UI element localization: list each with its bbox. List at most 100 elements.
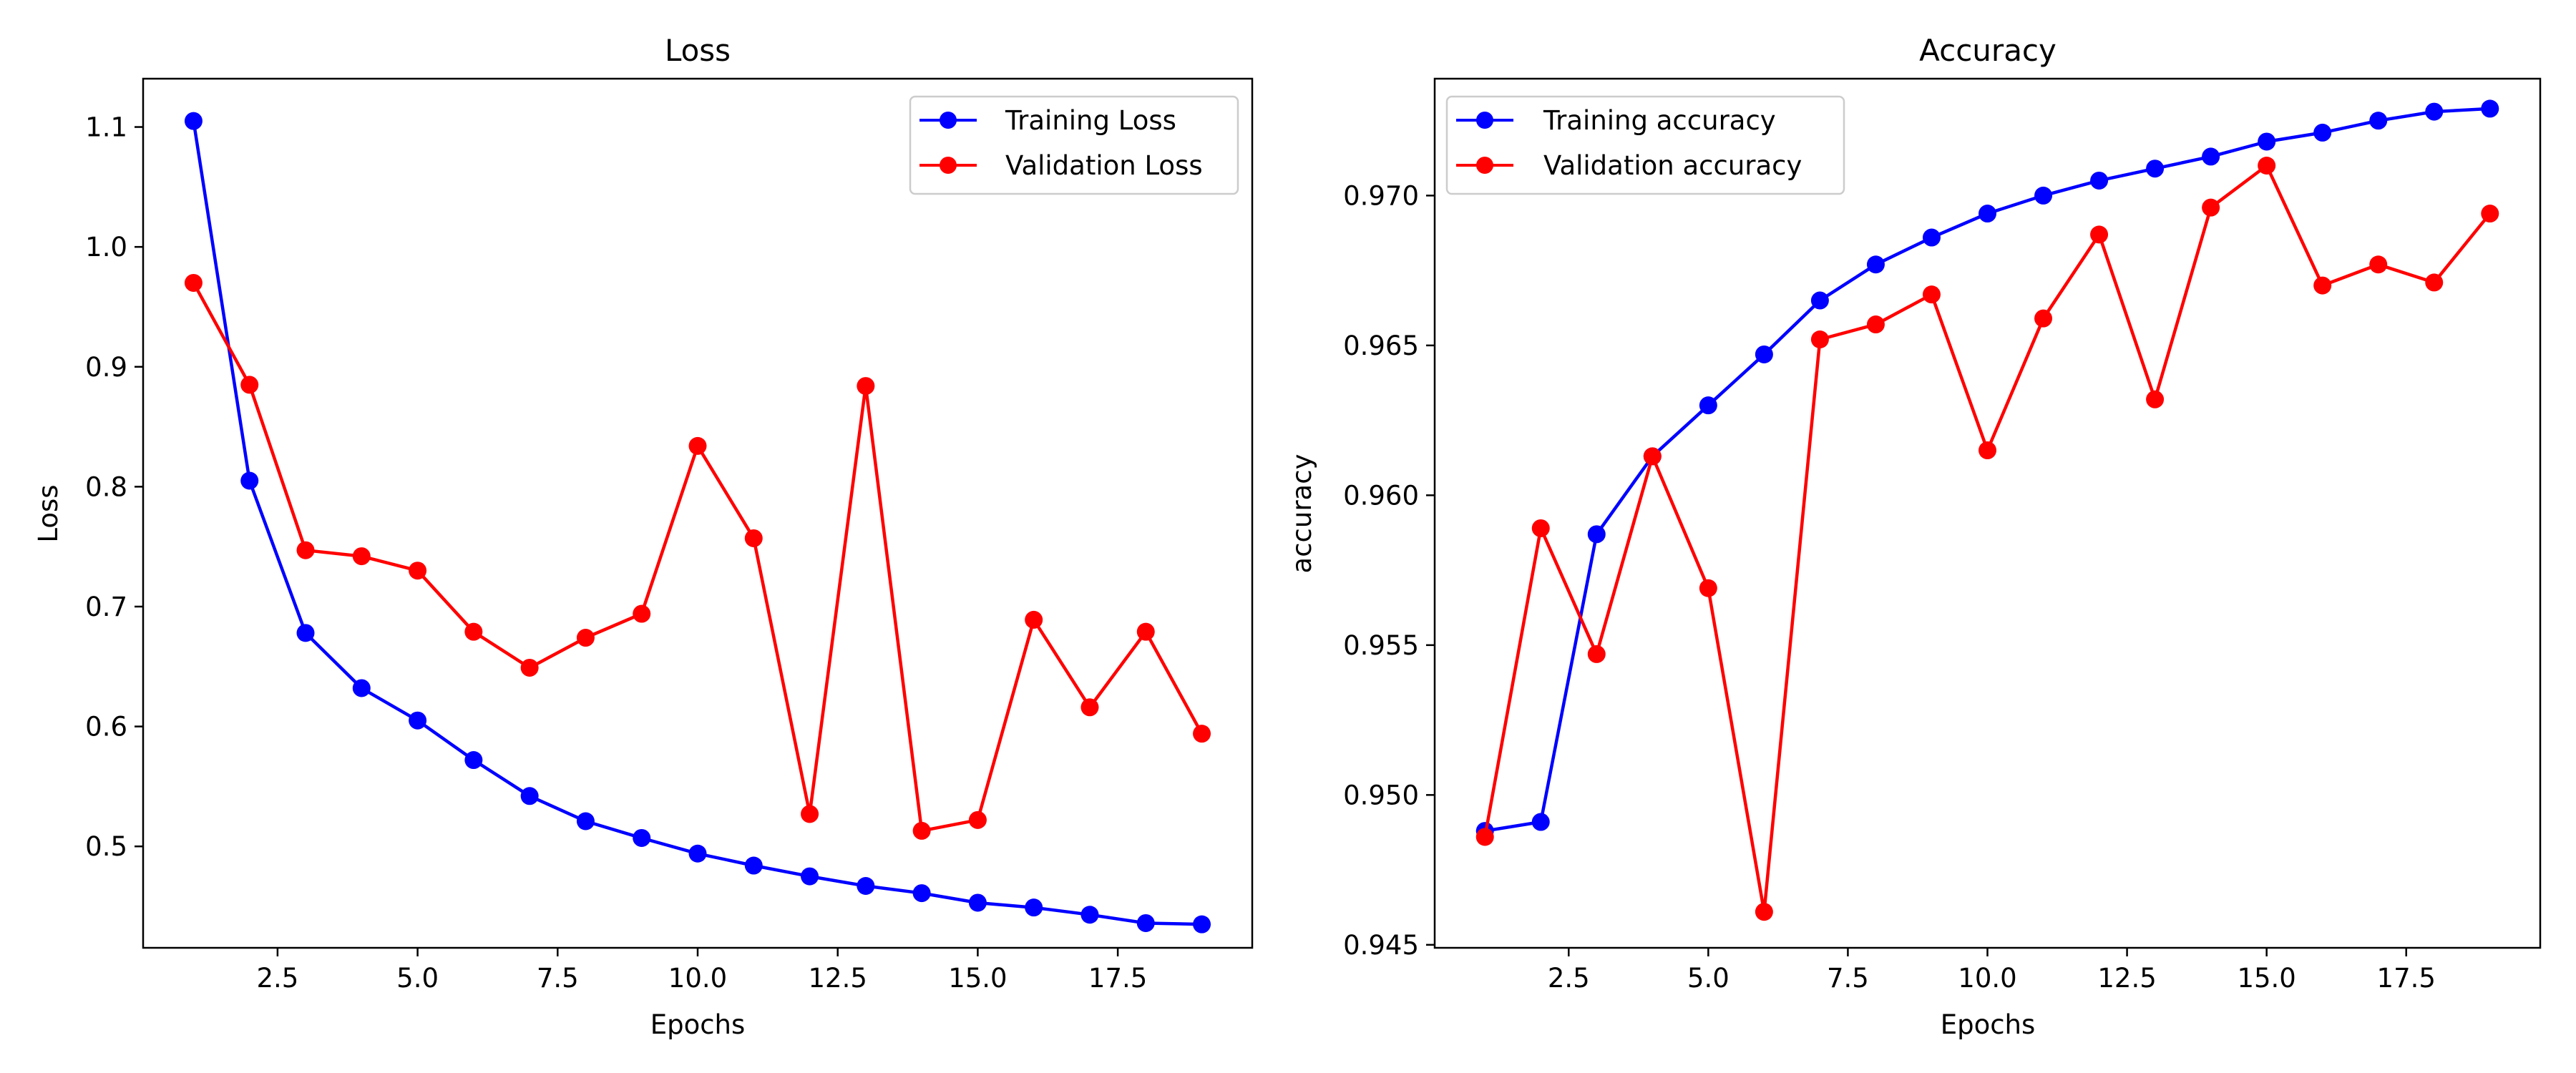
loss-legend-frame (909, 95, 1239, 195)
point-validation-loss (296, 541, 315, 559)
accuracy-x-tick-label: 15.0 (2237, 963, 2296, 994)
point-validation-accuracy (1531, 519, 1550, 537)
point-training-loss (633, 828, 651, 847)
point-validation-loss (576, 629, 595, 647)
accuracy-y-tick-label: 0.955 (1343, 630, 1419, 661)
accuracy-x-tick-label: 2.5 (1548, 963, 1590, 994)
point-training-loss (520, 787, 539, 805)
accuracy-y-tick-label: 0.945 (1343, 930, 1419, 961)
point-training-accuracy (2369, 112, 2388, 130)
point-validation-accuracy (1755, 903, 1773, 921)
point-training-loss (1080, 906, 1099, 924)
point-training-loss (857, 877, 875, 896)
point-validation-loss (912, 821, 931, 840)
point-training-accuracy (1587, 525, 1606, 544)
point-validation-loss (520, 658, 539, 677)
accuracy-x-tick-label: 7.5 (1827, 963, 1869, 994)
loss-y-tick-label: 1.0 (85, 232, 127, 263)
point-training-accuracy (2481, 99, 2499, 118)
point-training-loss (409, 711, 427, 730)
loss-y-tick-label: 0.6 (85, 712, 127, 743)
point-training-loss (912, 884, 931, 903)
legend-label-training-accuracy: Training accuracy (1543, 105, 1776, 136)
loss-chart-title: Loss (665, 33, 731, 68)
point-validation-accuracy (2425, 273, 2444, 292)
accuracy-x-tick-label: 5.0 (1687, 963, 1729, 994)
loss-x-tick-label: 17.5 (1088, 963, 1147, 994)
legend-label-training-loss: Training Loss (1005, 105, 1176, 136)
loss-legend: Training Loss Validation Loss (909, 95, 1239, 195)
point-validation-accuracy (2258, 157, 2276, 175)
accuracy-legend: Training accuracy Validation accuracy (1445, 95, 1845, 195)
point-validation-loss (801, 805, 819, 823)
point-validation-accuracy (1810, 330, 1829, 348)
point-training-loss (801, 867, 819, 886)
point-validation-loss (464, 622, 483, 641)
loss-x-axis-label: Epochs (650, 1009, 746, 1040)
loss-y-axis-label: Loss (33, 484, 64, 542)
point-validation-accuracy (2034, 309, 2053, 328)
point-validation-loss (744, 529, 763, 547)
point-validation-accuracy (1475, 828, 1494, 846)
loss-chart: Loss 2.5 5.0 7.5 10.0 12.5 15.0 17.5 0.5 0.6 0.7… (33, 33, 1254, 1040)
loss-y-tick-label: 0.9 (85, 352, 127, 383)
accuracy-x-tick-label: 12.5 (2097, 963, 2156, 994)
legend-marker-training-loss (940, 112, 957, 129)
point-validation-accuracy (2146, 390, 2165, 408)
point-training-accuracy (1922, 228, 1941, 247)
point-training-accuracy (1755, 345, 1773, 363)
loss-x-tick-label: 15.0 (948, 963, 1007, 994)
accuracy-y-tick-label: 0.960 (1343, 480, 1419, 511)
loss-x-tick-label: 5.0 (396, 963, 439, 994)
point-validation-accuracy (2369, 255, 2388, 274)
point-validation-accuracy (1643, 447, 1662, 466)
point-validation-loss (1080, 698, 1099, 717)
accuracy-legend-frame (1445, 95, 1845, 195)
point-validation-loss (633, 604, 651, 623)
point-training-accuracy (1531, 813, 1550, 831)
point-validation-loss (688, 436, 707, 455)
loss-y-tick-label: 0.5 (85, 831, 127, 862)
point-validation-loss (240, 376, 259, 394)
legend-marker-validation-loss (940, 157, 957, 174)
point-training-accuracy (2146, 160, 2165, 178)
loss-x-tick-label: 10.0 (668, 963, 727, 994)
legend-marker-training-accuracy (1476, 112, 1493, 129)
point-training-loss (296, 624, 315, 642)
accuracy-x-tick-label: 17.5 (2377, 963, 2436, 994)
point-validation-accuracy (1922, 285, 1941, 304)
loss-y-tick-label: 0.8 (85, 471, 127, 502)
point-validation-loss (857, 377, 875, 396)
point-training-accuracy (2090, 171, 2109, 190)
point-training-accuracy (1810, 291, 1829, 310)
accuracy-x-axis-label: Epochs (1941, 1009, 2036, 1040)
legend-label-validation-loss: Validation Loss (1005, 150, 1203, 181)
point-validation-loss (409, 562, 427, 580)
point-validation-accuracy (2202, 198, 2220, 217)
accuracy-chart: Accuracy 2.5 5.0 7.5 10.0 12.5 15.0 17.5 0.945… (1287, 33, 2542, 1040)
point-validation-loss (1193, 725, 1211, 743)
point-training-accuracy (1979, 205, 1996, 223)
accuracy-chart-title: Accuracy (1919, 33, 2057, 68)
point-validation-loss (1025, 610, 1043, 629)
point-training-loss (688, 844, 707, 863)
accuracy-y-axis-label: accuracy (1287, 454, 1317, 574)
point-training-accuracy (2034, 186, 2053, 205)
point-validation-accuracy (1699, 579, 1717, 597)
point-training-accuracy (2202, 147, 2220, 166)
point-training-loss (1193, 915, 1211, 934)
point-validation-loss (968, 810, 987, 829)
point-validation-accuracy (1587, 645, 1606, 663)
point-training-accuracy (1699, 396, 1717, 415)
point-training-accuracy (2313, 123, 2332, 142)
point-training-accuracy (2425, 102, 2444, 121)
point-validation-loss (184, 273, 203, 292)
point-training-loss (184, 112, 203, 130)
point-validation-loss (352, 547, 371, 566)
point-training-loss (1025, 898, 1043, 917)
point-training-accuracy (2258, 132, 2276, 151)
legend-marker-validation-accuracy (1476, 157, 1493, 174)
legend-label-validation-accuracy: Validation accuracy (1543, 150, 1802, 181)
point-training-loss (464, 751, 483, 770)
loss-x-tick-label: 7.5 (537, 963, 579, 994)
